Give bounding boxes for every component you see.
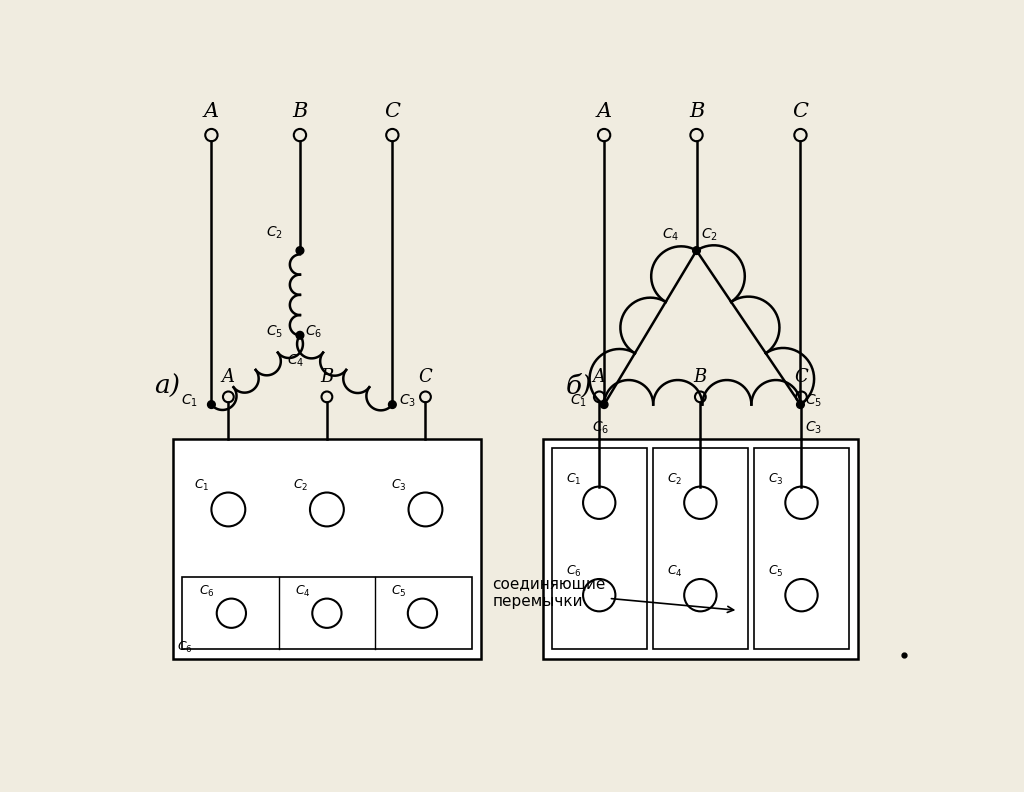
Circle shape [600,401,608,409]
Bar [173,440,481,659]
Circle shape [388,401,396,409]
Bar [543,440,858,659]
Bar [754,448,849,649]
Text: $C_4$: $C_4$ [288,352,305,368]
Text: B: B [693,368,707,386]
Text: B: B [292,102,307,121]
Circle shape [692,247,700,254]
Text: B: B [689,102,705,121]
Bar [552,448,647,649]
Text: $C_2$: $C_2$ [266,225,283,242]
Text: C: C [793,102,809,121]
Text: $C_3$: $C_3$ [805,420,822,436]
Text: соединяющие
перемычки: соединяющие перемычки [493,577,733,612]
Text: $C_4$: $C_4$ [667,564,683,579]
Circle shape [797,401,804,409]
Bar [182,577,472,649]
Text: $C_1$: $C_1$ [180,393,198,409]
Circle shape [208,401,215,409]
Text: б): б) [565,374,592,399]
Text: $C_3$: $C_3$ [768,471,783,486]
Circle shape [296,247,304,254]
Text: $C_2$: $C_2$ [701,227,718,243]
Text: $C_5$: $C_5$ [266,323,283,340]
Text: $C_2$: $C_2$ [668,471,683,486]
Text: $C_4$: $C_4$ [663,227,680,243]
Text: $C_6$: $C_6$ [177,640,193,655]
Text: $C_3$: $C_3$ [391,478,407,493]
Text: C: C [419,368,432,386]
Text: C: C [795,368,808,386]
Text: $C_6$: $C_6$ [200,584,215,599]
Text: $C_6$: $C_6$ [304,323,322,340]
Text: B: B [321,368,334,386]
Text: A: A [593,368,606,386]
Text: C: C [384,102,400,121]
Bar [653,448,748,649]
Text: а): а) [154,374,179,399]
Text: $C_3$: $C_3$ [398,393,416,409]
Text: $C_1$: $C_1$ [570,393,587,409]
Text: $C_6$: $C_6$ [592,420,609,436]
Text: $C_1$: $C_1$ [566,471,582,486]
Text: $C_5$: $C_5$ [805,393,822,409]
Text: A: A [222,368,234,386]
Text: $C_1$: $C_1$ [195,478,210,493]
Text: A: A [597,102,611,121]
Circle shape [296,331,304,339]
Text: A: A [204,102,219,121]
Text: $C_4$: $C_4$ [295,584,310,599]
Text: $C_2$: $C_2$ [293,478,308,493]
Text: $C_5$: $C_5$ [391,584,407,599]
Text: $C_6$: $C_6$ [566,564,582,579]
Text: $C_5$: $C_5$ [768,564,783,579]
